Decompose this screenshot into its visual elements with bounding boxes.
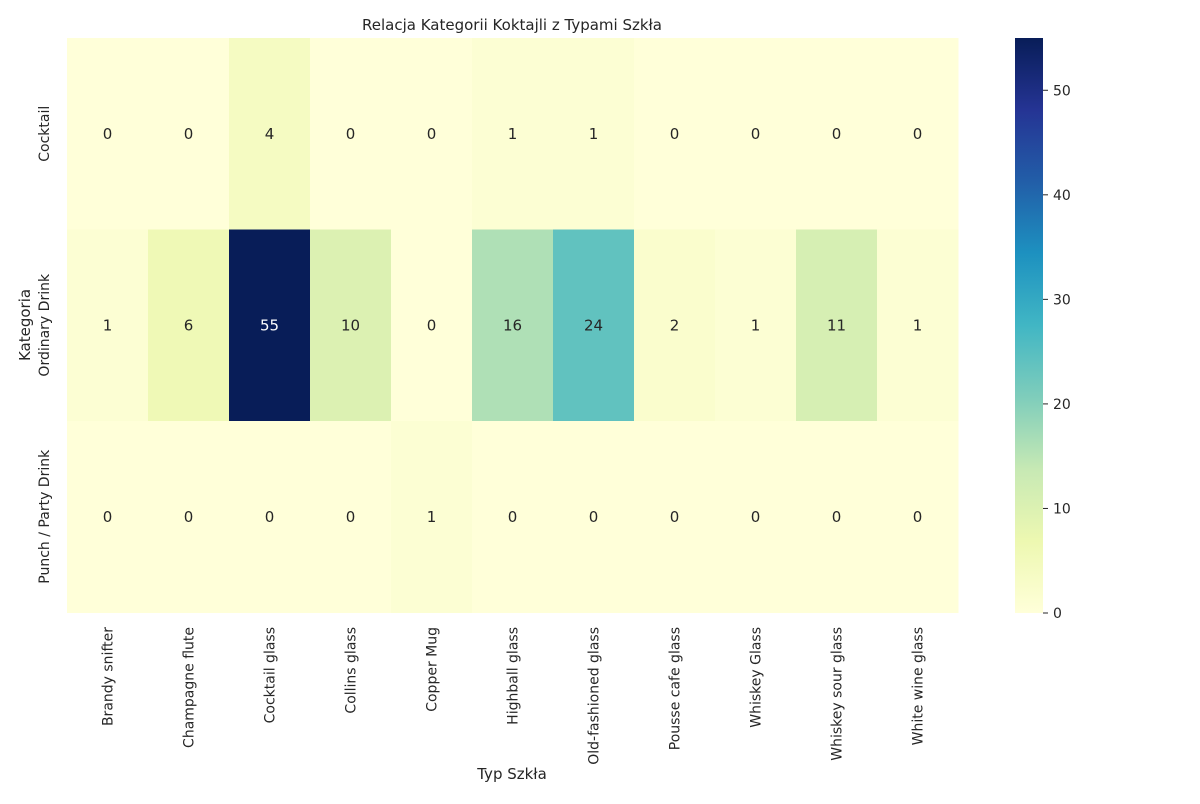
colorbar-tick-label: 0 [1053, 606, 1062, 622]
heatmap-cell [148, 421, 230, 613]
heatmap-cell [634, 229, 716, 422]
cell-value-label: 0 [589, 508, 599, 526]
heatmap-cell [148, 229, 230, 422]
heatmap-cell [229, 421, 311, 613]
cell-value-label: 10 [341, 316, 360, 334]
heatmap-cell [472, 38, 554, 230]
heatmap-cell [796, 38, 878, 230]
cell-value-label: 55 [260, 316, 279, 334]
x-tick-label: Whiskey Glass [749, 627, 765, 728]
cell-value-label: 1 [427, 508, 437, 526]
x-tick-label: Highball glass [506, 627, 522, 725]
x-tick-label: Champagne flute [182, 627, 198, 748]
heatmap-cell [472, 229, 554, 422]
y-axis-label: Kategoria [16, 289, 34, 361]
cell-value-label: 0 [346, 125, 356, 143]
y-tick-label: Ordinary Drink [37, 273, 53, 377]
x-tick-label: Cocktail glass [263, 627, 279, 723]
cell-value-label: 0 [751, 508, 761, 526]
y-axis-tick-labels: Cocktail Ordinary Drink Punch / Party Drin… [37, 106, 53, 584]
x-tick-label: White wine glass [911, 627, 927, 745]
heatmap-cell [391, 229, 473, 422]
cell-value-label: 16 [503, 316, 522, 334]
cell-value-label: 0 [670, 508, 680, 526]
cell-value-label: 0 [913, 508, 923, 526]
heatmap-cell [715, 421, 797, 613]
cell-value-label: 1 [508, 125, 518, 143]
heatmap-cell [553, 38, 635, 230]
cell-value-label: 2 [670, 316, 680, 334]
heatmap-cell [796, 421, 878, 613]
heatmap-cell [634, 38, 716, 230]
heatmap-cells: 0 0 4 0 0 1 1 0 0 0 01 6 55 10 0 16 24 2 1 11 10 0 0 0 1 0 0 0 0 0 0 [67, 38, 959, 613]
heatmap-cell [715, 229, 797, 422]
heatmap-cell [67, 421, 149, 613]
heatmap-cell [715, 38, 797, 230]
colorbar-tick-label: 40 [1053, 188, 1071, 204]
cell-value-label: 0 [508, 508, 518, 526]
x-axis-label: Typ Szkła [476, 765, 547, 783]
heatmap-cell [553, 421, 635, 613]
heatmap-cell [229, 38, 311, 230]
heatmap-cell [877, 38, 959, 230]
x-axis-tick-labels: Brandy snifter Champagne flute Cocktail gl… [101, 627, 927, 765]
heatmap-cell [553, 229, 635, 422]
heatmap-cell [67, 229, 149, 422]
cell-value-label: 1 [913, 316, 923, 334]
chart-title: Relacja Kategorii Koktajli z Typami Szkł… [362, 16, 662, 34]
heatmap-cell [148, 38, 230, 230]
x-tick-label: Collins glass [344, 627, 360, 714]
x-tick-label: Whiskey sour glass [830, 627, 846, 761]
cell-value-label: 0 [670, 125, 680, 143]
cell-value-label: 0 [427, 316, 437, 334]
heatmap-cell [310, 229, 392, 422]
heatmap-cell [877, 421, 959, 613]
cell-value-label: 24 [584, 316, 603, 334]
colorbar-tick-label: 50 [1053, 83, 1071, 99]
cell-value-label: 0 [832, 508, 842, 526]
colorbar-ticks: 0 10 20 30 40 50 [1043, 83, 1071, 622]
cell-value-label: 4 [265, 125, 275, 143]
x-tick-label: Old-fashioned glass [587, 627, 603, 765]
heatmap-cell [796, 229, 878, 422]
cell-value-label: 0 [346, 508, 356, 526]
cell-value-label: 6 [184, 316, 194, 334]
heatmap-cell [310, 38, 392, 230]
heatmap-cell [229, 229, 311, 422]
heatmap-cell [472, 421, 554, 613]
heatmap-cell [391, 421, 473, 613]
colorbar-tick-label: 10 [1053, 501, 1071, 517]
heatmap-cell [634, 421, 716, 613]
cell-value-label: 0 [751, 125, 761, 143]
cell-value-label: 1 [751, 316, 761, 334]
heatmap-cell [391, 38, 473, 230]
colorbar-tick-label: 20 [1053, 397, 1071, 413]
y-tick-label: Punch / Party Drink [37, 449, 53, 584]
cell-value-label: 0 [184, 508, 194, 526]
cell-value-label: 0 [103, 125, 113, 143]
cell-value-label: 1 [103, 316, 113, 334]
cell-value-label: 0 [832, 125, 842, 143]
x-tick-label: Pousse cafe glass [668, 627, 684, 750]
cell-value-label: 0 [427, 125, 437, 143]
colorbar [1015, 38, 1043, 613]
cell-value-label: 0 [913, 125, 923, 143]
heatmap-cell [877, 229, 959, 422]
x-tick-label: Brandy snifter [101, 627, 117, 726]
cell-value-label: 0 [184, 125, 194, 143]
heatmap-cell [310, 421, 392, 613]
heatmap-cell [67, 38, 149, 230]
colorbar-tick-label: 30 [1053, 292, 1071, 308]
cell-value-label: 0 [103, 508, 113, 526]
y-tick-label: Cocktail [37, 106, 53, 162]
cell-value-label: 11 [827, 316, 846, 334]
x-tick-label: Copper Mug [425, 627, 441, 712]
cell-value-label: 1 [589, 125, 599, 143]
cell-value-label: 0 [265, 508, 275, 526]
